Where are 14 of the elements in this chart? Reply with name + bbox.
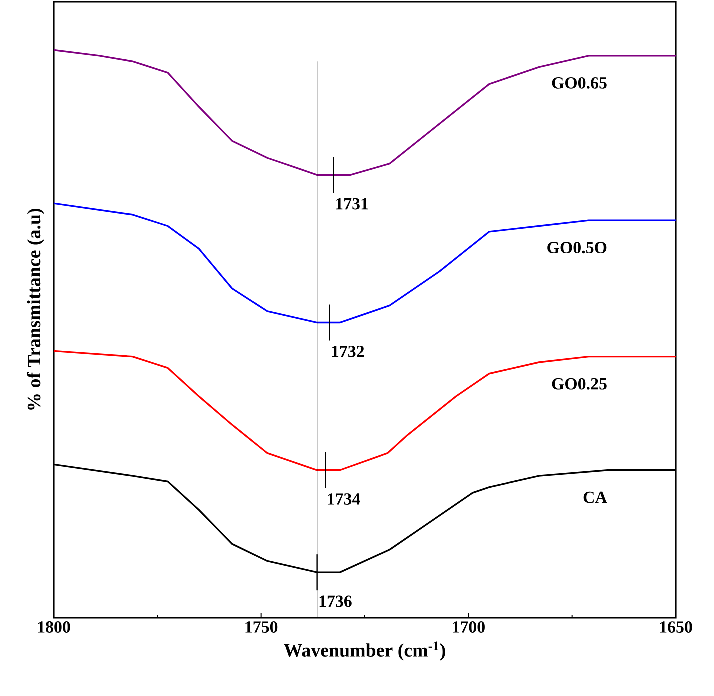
annotation: 1736 xyxy=(320,596,352,608)
annotation: 1734 xyxy=(328,494,360,505)
x-axis-title: Wavenumber (cm$^{-1}$) xyxy=(284,642,446,661)
x-tick-label: 1750 xyxy=(246,622,278,633)
annotation: 1732 xyxy=(332,346,364,358)
x-tick-label: 1800 xyxy=(38,622,70,633)
series-label: GO0.5O xyxy=(548,242,607,254)
y-axis-title: % of Transmittance (a.u) xyxy=(27,209,44,410)
series-label: GO0.65 xyxy=(552,77,607,89)
x-tick-label: 1650 xyxy=(660,622,692,633)
x-tick-label: 1700 xyxy=(453,622,485,633)
annotation: 1731 xyxy=(336,198,368,210)
series-label: GO0.25 xyxy=(552,378,607,390)
series-label: CA xyxy=(584,492,608,504)
